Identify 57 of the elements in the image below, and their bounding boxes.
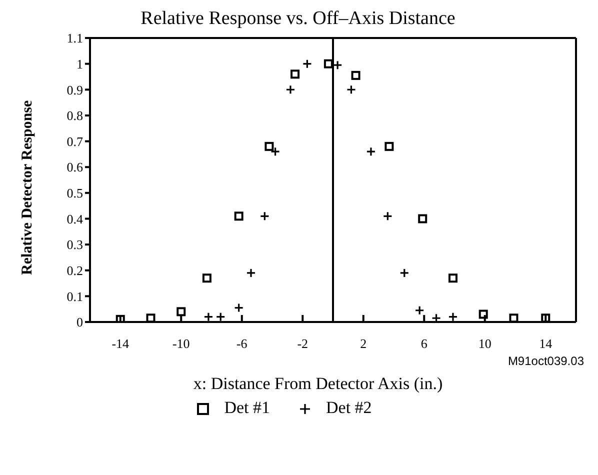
point [351, 70, 360, 80]
y-axis-title: Relative Detector Response [19, 100, 36, 275]
y-tick-label: 0.1 [66, 288, 83, 304]
y-tick-label: 0.3 [66, 237, 83, 252]
point [431, 313, 442, 322]
y-tick-label: 0.6 [66, 160, 84, 175]
point [270, 146, 280, 156]
point [286, 84, 296, 94]
point [541, 314, 550, 322]
point [116, 314, 125, 322]
point [216, 312, 226, 322]
point [448, 312, 458, 322]
y-tick-label: 0.9 [66, 82, 83, 98]
text: M91oct039.03 [506, 354, 585, 368]
point [234, 212, 244, 221]
y-tick-label: 0 [76, 314, 83, 330]
point [418, 214, 428, 224]
point [176, 307, 186, 316]
legend-label: Det #2 [325, 398, 372, 417]
legend-label: Det #1 [223, 398, 270, 417]
point [302, 59, 312, 69]
x-axis-title: x: Distance From Detector Axis (in.) [192, 374, 444, 394]
y-tick-label: 1.1 [66, 30, 83, 46]
y-tick-label: 1 [76, 56, 83, 72]
point [290, 70, 300, 79]
point [448, 274, 458, 283]
y-tick-label: 0.7 [66, 134, 84, 149]
point [204, 312, 214, 322]
x-tick-label: 6 [420, 336, 428, 352]
y-tick-label: 0.4 [66, 211, 84, 226]
point [324, 59, 333, 68]
point [366, 146, 376, 156]
point [346, 84, 356, 94]
point [202, 274, 212, 283]
point [246, 268, 256, 278]
point [509, 314, 518, 322]
x-tick-label: 2 [360, 336, 367, 352]
x-tick-label: 10 [478, 336, 492, 352]
x-tick-label: -14 [112, 336, 130, 352]
y-tick-label: 0.5 [66, 186, 83, 201]
x-tick-label: -2 [297, 336, 308, 352]
x-tick-label: 14 [539, 336, 553, 352]
point [414, 306, 424, 316]
point [260, 211, 270, 221]
point [382, 211, 392, 221]
point [146, 314, 156, 322]
point [478, 310, 488, 319]
chart-title: Relative Response vs. Off–Axis Distance [140, 8, 456, 30]
x-tick-label: -6 [236, 336, 248, 352]
y-tick-label: 0.2 [66, 262, 83, 278]
point [264, 142, 274, 151]
point [384, 142, 394, 151]
x-tick-label: -10 [172, 336, 190, 352]
y-tick-label: 0.8 [66, 108, 83, 124]
point [332, 60, 342, 70]
point [400, 268, 410, 278]
point [234, 303, 244, 313]
